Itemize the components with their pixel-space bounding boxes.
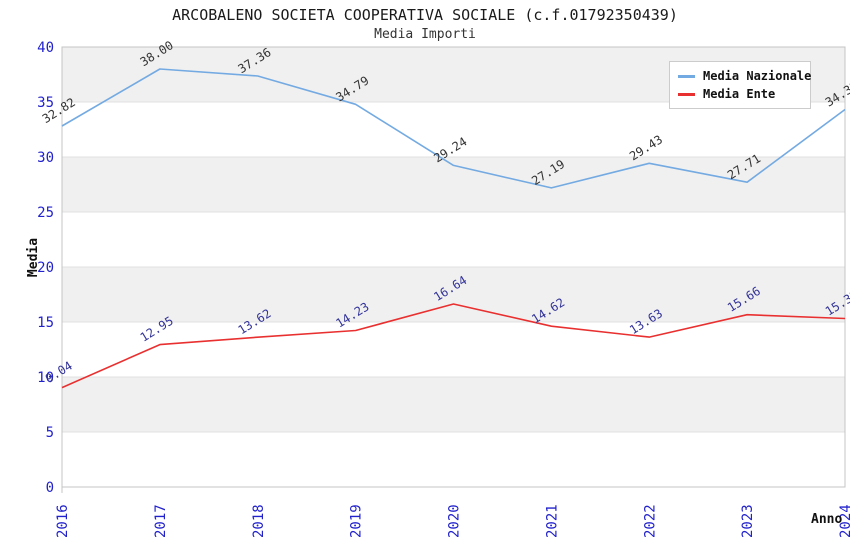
svg-text:2020: 2020: [447, 504, 463, 538]
svg-text:2018: 2018: [251, 504, 267, 538]
svg-text:2024: 2024: [838, 504, 850, 538]
svg-text:2021: 2021: [544, 504, 560, 538]
legend-swatch-nazionale-icon: [678, 74, 695, 78]
svg-text:30: 30: [37, 150, 54, 166]
legend-item-media-nazionale: Media Nazionale: [678, 67, 811, 85]
svg-text:40: 40: [37, 40, 54, 56]
svg-text:0: 0: [46, 480, 54, 496]
svg-text:25: 25: [37, 205, 54, 221]
svg-text:2019: 2019: [349, 504, 365, 538]
svg-text:2017: 2017: [153, 504, 169, 538]
svg-text:10: 10: [37, 370, 54, 386]
svg-text:35: 35: [37, 95, 54, 111]
svg-text:2016: 2016: [55, 504, 71, 538]
chart-title: ARCOBALENO SOCIETA COOPERATIVA SOCIALE (…: [172, 6, 678, 24]
svg-text:15: 15: [37, 315, 54, 331]
svg-text:2023: 2023: [740, 504, 756, 538]
x-axis-title: Anno: [811, 512, 843, 527]
svg-text:5: 5: [46, 425, 54, 441]
legend-label: Media Ente: [703, 87, 776, 101]
legend: Media Nazionale Media Ente: [669, 61, 811, 109]
svg-text:2022: 2022: [642, 504, 658, 538]
chart-subtitle: Media Importi: [374, 27, 476, 42]
legend-item-media-ente: Media Ente: [678, 85, 802, 103]
legend-label: Media Nazionale: [703, 69, 812, 83]
svg-text:20: 20: [37, 260, 54, 276]
legend-swatch-ente-icon: [678, 92, 695, 96]
y-axis-title: Media: [26, 237, 42, 278]
